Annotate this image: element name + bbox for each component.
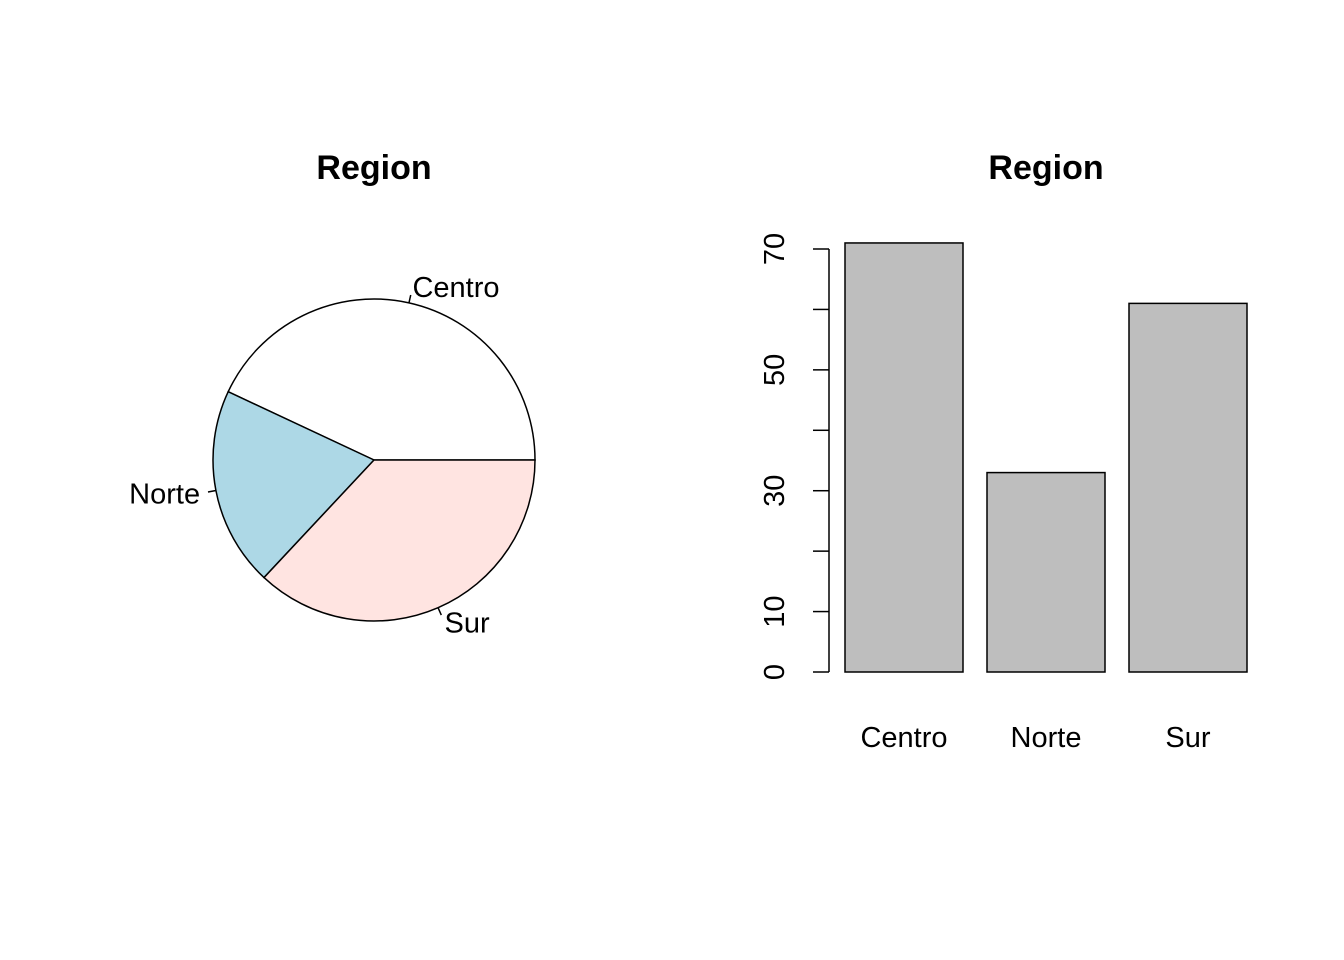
x-category-label-norte: Norte — [1011, 722, 1082, 754]
y-tick-label: 10 — [759, 595, 791, 627]
pie-slice-centro — [227, 298, 536, 461]
pie-labels: Centro Norte Sur — [129, 272, 499, 639]
x-category-labels: Centro Norte Sur — [860, 722, 1210, 754]
pie-label-tick-centro — [408, 294, 412, 304]
pie-label-tick-sur — [437, 607, 442, 616]
pie-title: Region — [316, 149, 431, 187]
pie-slices — [212, 298, 536, 622]
bars — [844, 242, 1248, 673]
x-category-label-centro: Centro — [860, 722, 947, 754]
x-category-label-sur: Sur — [1165, 722, 1210, 754]
pie-label-centro: Centro — [412, 272, 499, 304]
y-tick-label: 70 — [759, 233, 791, 265]
y-tick-label: 50 — [759, 354, 791, 386]
y-tick-label: 0 — [759, 664, 791, 680]
bar-chart: Region 0 10 30 50 70 Centro Norte Sur — [759, 149, 1248, 754]
y-tick-label: 30 — [759, 475, 791, 507]
bar-norte — [986, 471, 1106, 673]
pie-label-sur: Sur — [444, 607, 489, 639]
bar-centro — [844, 242, 964, 673]
bar-sur — [1128, 302, 1248, 673]
pie-label-tick-norte — [207, 489, 217, 493]
y-axis: 0 10 30 50 70 — [759, 233, 830, 680]
pie-slice-sur — [262, 459, 536, 622]
pie-chart: Region Centro Norte Sur — [129, 149, 536, 639]
pie-label-norte: Norte — [129, 479, 200, 511]
bar-title: Region — [988, 149, 1103, 187]
